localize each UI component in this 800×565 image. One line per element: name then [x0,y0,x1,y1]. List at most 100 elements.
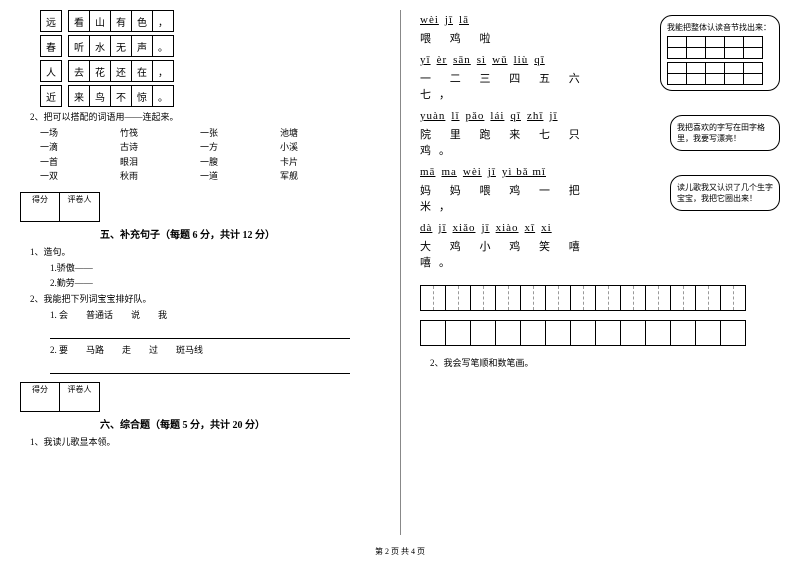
column-divider [400,10,401,535]
sub-1b: 2.勤劳—— [50,276,380,289]
blank-line[interactable] [50,325,350,339]
match-word: 一方 [200,140,280,154]
tian-cell[interactable] [695,285,721,311]
score-box: 得分 评卷人 [20,192,100,222]
tian-cell[interactable] [470,285,496,311]
tian-cell[interactable] [645,285,671,311]
match-word: 一双 [40,169,120,183]
pinyin-syllable: èr [437,54,448,66]
tian-cell[interactable] [570,285,596,311]
pinyin-syllable: xī [525,222,536,234]
pinyin-line: dàjīxiǎojīxiàoxīxi [420,222,620,234]
tian-cell[interactable] [720,285,746,311]
tian-cell[interactable] [670,320,696,346]
sub-1a: 1.骄傲—— [50,261,380,274]
pinyin-syllable: lā [459,14,469,26]
grid-char: 去 [68,60,90,82]
tian-cell[interactable] [495,285,521,311]
tian-cell[interactable] [595,285,621,311]
tian-cell[interactable] [620,320,646,346]
pinyin-syllable: sān [453,54,471,66]
section-5-title: 五、补充句子（每题 6 分，共计 12 分） [100,226,380,241]
tian-cell[interactable] [595,320,621,346]
tian-cell[interactable] [495,320,521,346]
pinyin-syllable: wèi [463,166,482,178]
pinyin-syllable: sì [477,54,486,66]
poem-grid: 远看山有色，春听水无声。人去花还在，近来鸟不惊。 [20,10,380,107]
pinyin-syllable: lǐ [451,110,459,122]
pinyin-syllable: jī [481,222,489,234]
grid-char: 花 [89,60,111,82]
grid-left-char: 近 [40,85,62,107]
tian-cell[interactable] [520,285,546,311]
tian-cell[interactable] [420,285,446,311]
pinyin-syllable: xiào [496,222,519,234]
tian-cell[interactable] [645,320,671,346]
blank-line[interactable] [50,360,350,374]
pinyin-syllable: mā [420,166,435,178]
grid-char: 声 [131,35,153,57]
tian-cell[interactable] [720,320,746,346]
grader-label: 评卷人 [60,383,99,411]
grid-char: ， [152,60,174,82]
pinyin-syllable: xiǎo [453,222,476,234]
tian-cell[interactable] [470,320,496,346]
tian-cell[interactable] [520,320,546,346]
item-6-1: 1、我读儿歌显本领。 [30,435,380,448]
tian-cell[interactable] [445,320,471,346]
pinyin-line: wèijīlā [420,14,620,26]
pinyin-syllable: yì bǎ mǐ [502,166,546,178]
pinyin-line: yīèrsānsìwǔliùqī [420,54,620,66]
hanzi-line: 院 里 跑 来 七 只 鸡。 [420,126,620,158]
tian-cell[interactable] [545,320,571,346]
pinyin-syllable: ma [441,166,456,178]
pinyin-syllable: zhī [527,110,543,122]
pinyin-syllable: jī [549,110,557,122]
tian-cell[interactable] [445,285,471,311]
hanzi-line: 喂 鸡 啦 [420,30,620,46]
match-word: 一首 [40,155,120,169]
tian-grid[interactable] [420,285,780,346]
score-box-2: 得分 评卷人 [20,382,100,412]
tian-cell[interactable] [695,320,721,346]
pinyin-syllable: yī [420,54,431,66]
item-right-2: 2、我会写笔顺和数笔画。 [430,356,780,369]
grid-char: 在 [131,60,153,82]
grid-char: 鸟 [89,85,111,107]
sub-2a: 1. 会 普通话 说 我 [50,308,380,321]
hanzi-line: 妈 妈 喂 鸡 一 把 米， [420,182,620,214]
hanzi-line: 一 二 三 四 五 六 七， [420,70,620,102]
pinyin-line: yuànlǐpǎoláiqīzhījī [420,110,620,122]
grid-left-char: 远 [40,10,62,32]
grid-char: 。 [152,85,174,107]
pinyin-syllable: qī [534,54,545,66]
poem-lines: wèijīlā喂 鸡 啦yīèrsānsìwǔliùqī一 二 三 四 五 六 … [420,14,620,270]
match-word: 一滴 [40,140,120,154]
section-6-title: 六、综合题（每题 5 分，共计 20 分） [100,416,380,431]
match-word: 眼泪 [120,155,200,169]
tian-cell[interactable] [570,320,596,346]
grid-left-char: 人 [40,60,62,82]
page-footer: 第 2 页 共 4 页 [0,546,800,557]
pinyin-syllable: yuàn [420,110,445,122]
match-word: 竹筏 [120,126,200,140]
match-word: 秋雨 [120,169,200,183]
tian-cell[interactable] [620,285,646,311]
pinyin-syllable: qī [510,110,521,122]
tian-cell[interactable] [545,285,571,311]
pinyin-line: māmawèijīyì bǎ mǐ [420,166,620,178]
pinyin-syllable: liù [514,54,529,66]
grid-char: 水 [89,35,111,57]
match-word: 一道 [200,169,280,183]
tian-cell[interactable] [670,285,696,311]
match-word: 一膄 [200,155,280,169]
match-word: 一场 [40,126,120,140]
grid-char: 色 [131,10,153,32]
pinyin-syllable: dà [420,222,432,234]
grid-char: 。 [152,35,174,57]
grid-char: 不 [110,85,132,107]
grid-char: 看 [68,10,90,32]
tian-cell[interactable] [420,320,446,346]
bubble-1-text: 我能把整体认读音节找出来： [667,23,771,32]
right-column: wèijīlā喂 鸡 啦yīèrsānsìwǔliùqī一 二 三 四 五 六 … [400,0,800,530]
